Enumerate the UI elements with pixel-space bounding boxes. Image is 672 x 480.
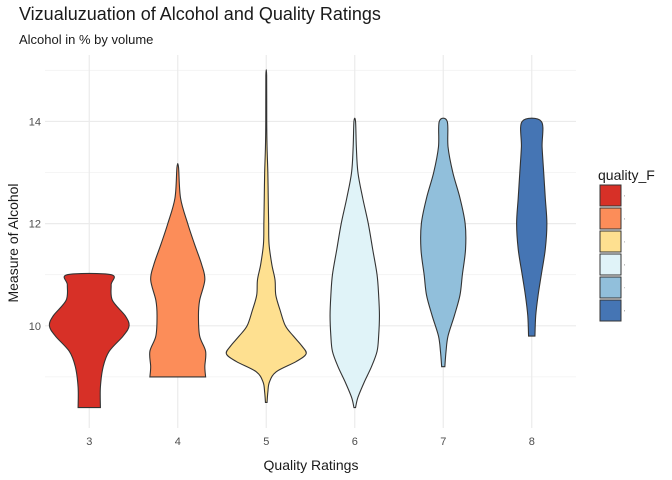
legend-title: quality_F <box>598 167 655 183</box>
x-tick-label: 3 <box>86 436 92 448</box>
y-axis-tick-labels: 10 12 14 <box>29 116 41 332</box>
legend-key <box>599 253 622 276</box>
chart-title: Vizualuzuation of Alcohol and Quality Ra… <box>19 4 381 24</box>
x-axis-tick-labels: 3 4 5 6 7 8 <box>86 436 535 448</box>
legend-key <box>599 299 622 322</box>
legend-label: 3 <box>624 196 626 198</box>
y-tick-label: 10 <box>29 321 41 333</box>
legend: quality_F 3 4 5 6 7 8 <box>598 167 655 322</box>
x-tick-label: 5 <box>263 436 269 448</box>
y-tick-label: 12 <box>29 219 41 231</box>
legend-key <box>599 230 622 253</box>
legend-label: 4 <box>624 219 626 221</box>
legend-key <box>599 207 622 230</box>
y-axis-label: Measure of Alcohol <box>5 183 21 302</box>
legend-label: 8 <box>624 311 626 313</box>
major-gridlines <box>45 55 576 428</box>
minor-gridlines <box>45 69 576 378</box>
x-tick-label: 4 <box>175 436 181 448</box>
violin-8 <box>516 117 548 337</box>
legend-label: 5 <box>624 242 626 244</box>
x-tick-label: 6 <box>352 436 358 448</box>
legend-key <box>599 184 622 207</box>
legend-label: 7 <box>624 288 626 290</box>
chart-subtitle: Alcohol in % by volume <box>19 32 154 47</box>
legend-label: 6 <box>624 265 626 267</box>
legend-key <box>599 276 622 299</box>
violin-3 <box>48 272 130 409</box>
x-axis-label: Quality Ratings <box>264 457 359 473</box>
violins <box>48 69 548 409</box>
violin-7 <box>420 117 467 368</box>
x-tick-label: 8 <box>529 436 535 448</box>
violin-5 <box>225 69 307 403</box>
violin-6 <box>329 117 380 409</box>
y-tick-label: 14 <box>29 116 41 128</box>
x-tick-label: 7 <box>440 436 446 448</box>
violin-4 <box>149 163 207 378</box>
